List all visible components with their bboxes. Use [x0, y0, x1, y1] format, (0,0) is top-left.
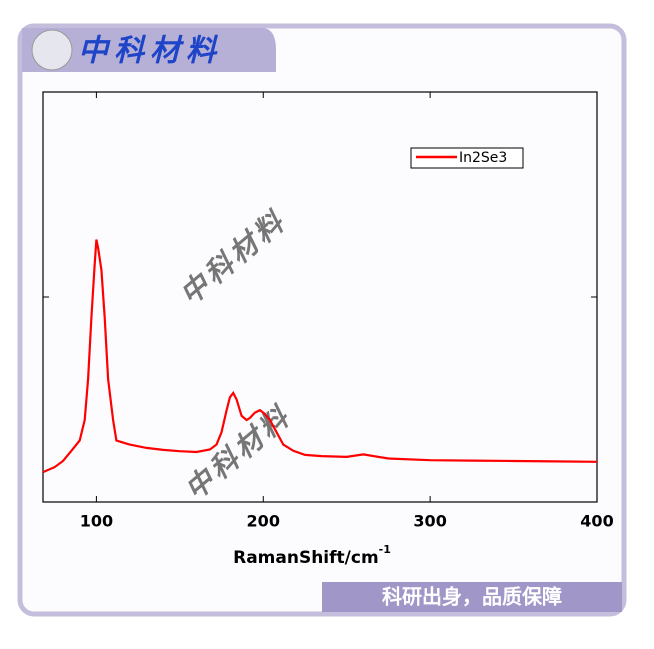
header-tab: [22, 28, 276, 72]
x-tick-label: 100: [80, 512, 113, 531]
slogan: 科研出身，品质保障: [382, 585, 562, 609]
x-label-text: RamanShift/cm: [233, 548, 379, 568]
x-tick-label: 200: [247, 512, 280, 531]
legend-box: [410, 147, 524, 169]
slogan-banner: [322, 582, 622, 612]
legend-label: In2Se3: [459, 150, 507, 166]
x-tick-label: 300: [413, 512, 446, 531]
logo: [31, 29, 73, 71]
series-line: [42, 239, 598, 474]
brand-header: 中科材料: [78, 34, 222, 69]
x-label-superscript: -1: [379, 543, 391, 556]
frame: [17, 23, 627, 617]
x-tick-label: 400: [580, 512, 613, 531]
x-axis-label: RamanShift/cm-1: [233, 543, 391, 568]
